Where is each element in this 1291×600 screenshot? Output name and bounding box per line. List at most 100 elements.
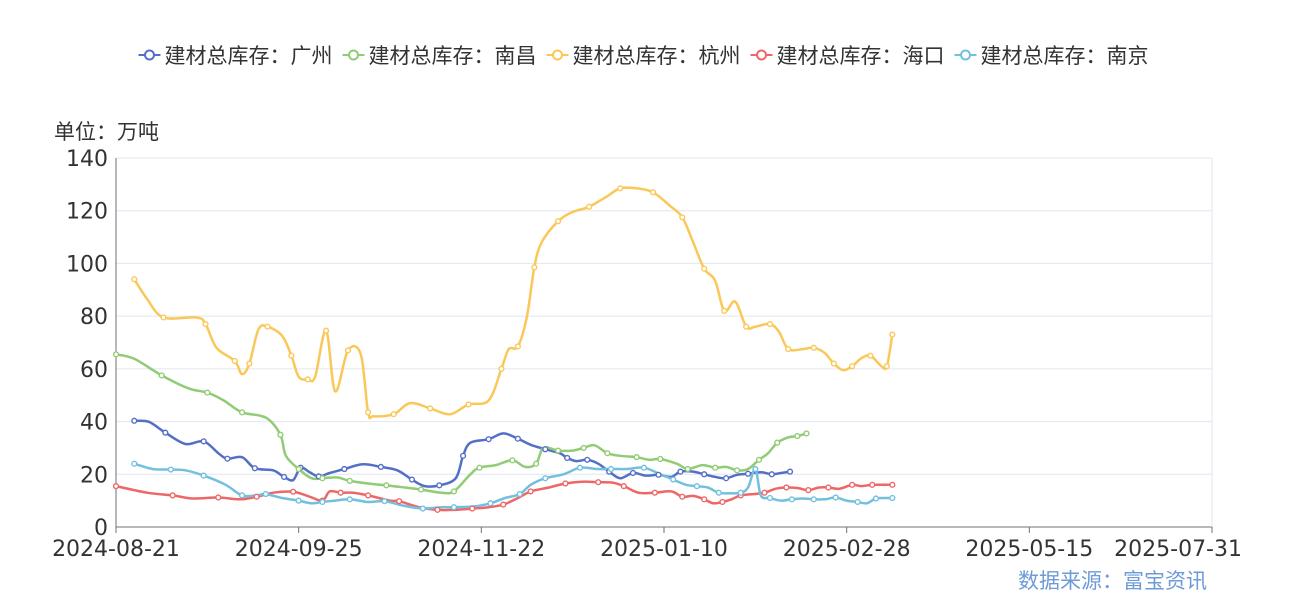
data-point [712, 464, 719, 471]
x-tick-label: 2025-07-31 [1114, 537, 1242, 562]
data-point [607, 465, 615, 473]
data-point [383, 482, 390, 489]
y-tick-label: 80 [80, 305, 108, 330]
legend-marker-icon [552, 49, 563, 61]
data-point [450, 488, 458, 495]
data-point [620, 483, 627, 490]
data-point [825, 484, 832, 491]
data-point [487, 500, 494, 507]
data-point [224, 455, 231, 462]
data-point [202, 320, 209, 328]
data-point [783, 484, 790, 491]
data-point [527, 488, 534, 495]
data-point [396, 498, 403, 505]
data-point [766, 320, 774, 328]
series-points [112, 185, 896, 513]
legend-item-1[interactable]: 建材总库存：南昌 [342, 44, 537, 68]
data-point [131, 276, 138, 283]
series-line-3 [114, 480, 894, 512]
data-point [498, 365, 505, 372]
data-point [595, 479, 602, 486]
data-point [514, 343, 521, 350]
data-point [158, 372, 165, 379]
data-point [204, 389, 211, 396]
data-point [167, 466, 174, 473]
x-tick-label: 2025-02-28 [783, 537, 911, 562]
data-point [509, 457, 516, 464]
data-point [744, 470, 752, 477]
data-point [364, 492, 372, 499]
legend-item-3[interactable]: 建材总库存：海口 [750, 44, 945, 68]
data-point [469, 505, 476, 512]
data-point [679, 493, 686, 500]
data-point [651, 489, 658, 496]
data-point [346, 496, 353, 503]
data-point [701, 496, 708, 503]
data-point [785, 345, 792, 353]
legend-label: 建材总库存：广州 [165, 44, 333, 68]
data-point [721, 307, 728, 314]
y-tick-label: 20 [80, 463, 108, 488]
data-point [450, 504, 458, 511]
data-point [564, 454, 571, 462]
data-point [337, 489, 344, 496]
data-point [427, 405, 434, 412]
data-point [253, 493, 260, 500]
data-point [531, 264, 538, 271]
legend-label: 建材总库存：南昌 [369, 44, 537, 68]
x-tick-label: 2025-05-15 [965, 537, 1093, 562]
data-point [436, 482, 443, 489]
data-point [743, 323, 750, 330]
data-point [786, 468, 794, 475]
data-point [684, 465, 691, 473]
y-tick-label: 0 [94, 516, 108, 541]
data-point [719, 498, 726, 506]
data-point [262, 490, 269, 498]
x-tick-label: 2024-09-25 [235, 537, 363, 562]
data-point [788, 496, 795, 503]
data-point [112, 351, 120, 358]
data-point [417, 486, 425, 493]
data-point [677, 468, 684, 475]
data-point [883, 363, 890, 370]
data-point [629, 469, 637, 477]
data-point [160, 314, 167, 321]
y-tick-label: 60 [80, 358, 108, 383]
data-point [872, 495, 879, 502]
data-point [849, 481, 856, 488]
data-point [319, 475, 326, 482]
data-point [516, 490, 523, 498]
data-point [580, 444, 587, 452]
legend-label: 建材总库存：海口 [777, 44, 945, 68]
data-point [131, 460, 138, 467]
y-tick-label: 140 [66, 147, 108, 172]
gridlines [116, 157, 1212, 475]
data-point [251, 465, 258, 472]
data-point [246, 360, 253, 367]
data-point [500, 501, 507, 508]
legend-item-2[interactable]: 建材总库存：杭州 [546, 44, 741, 68]
unit-label: 单位：万吨 [54, 120, 159, 144]
legend-item-0[interactable]: 建材总库存：广州 [138, 44, 333, 68]
legend[interactable]: 建材总库存：广州 建材总库存：南昌 建材总库存：杭州 建材总库存：海口 建材总库存：南京 [138, 44, 1149, 68]
data-point [849, 363, 856, 370]
legend-marker-icon [348, 49, 359, 61]
data-point [238, 409, 246, 416]
data-point [766, 494, 774, 502]
data-point [576, 464, 584, 471]
data-point [408, 476, 416, 483]
data-point [346, 477, 353, 484]
data-point [554, 447, 562, 454]
data-point [322, 327, 330, 334]
data-point [715, 489, 722, 496]
legend-item-4[interactable]: 建材总库存：南京 [954, 44, 1149, 68]
x-tick-label: 2024-11-22 [417, 537, 545, 562]
data-point [830, 360, 837, 367]
data-point [889, 331, 896, 338]
data-point [733, 467, 741, 474]
data-point [640, 464, 648, 471]
data-point [264, 323, 271, 330]
data-point [304, 376, 311, 383]
data-point [761, 489, 768, 496]
data-point [867, 352, 874, 359]
